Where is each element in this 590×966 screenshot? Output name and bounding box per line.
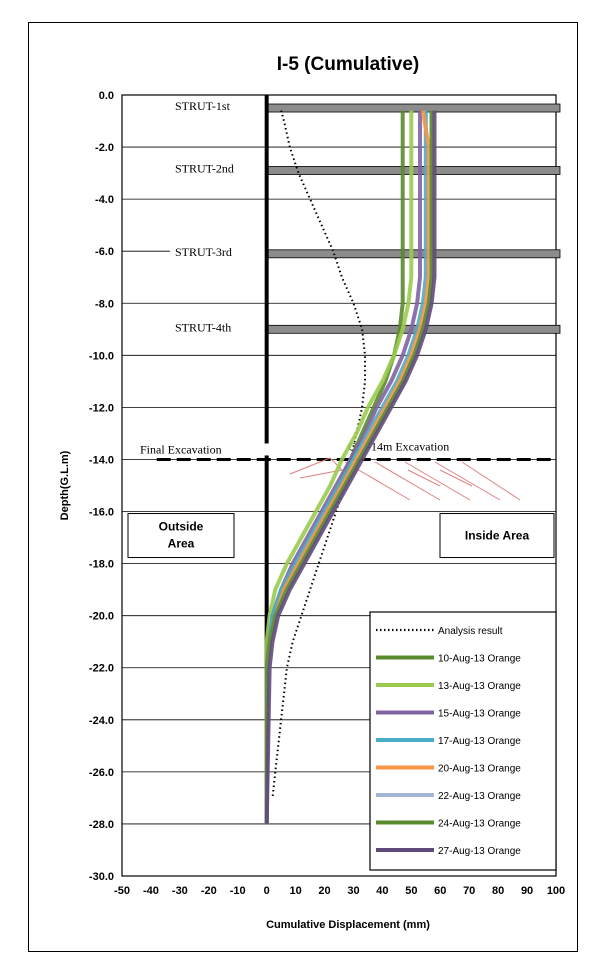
strut-label-bg — [170, 319, 267, 335]
excavation-hatch — [407, 469, 441, 487]
x-tick-label: -20 — [201, 885, 217, 897]
outside-area-label: Area — [168, 537, 195, 551]
x-tick-label: 90 — [521, 885, 533, 897]
x-tick-label: 80 — [492, 885, 504, 897]
strut-bar — [266, 249, 561, 259]
excavation-hatch — [434, 461, 501, 501]
outside-area-box — [127, 513, 235, 559]
x-tick-label: -30 — [172, 885, 188, 897]
y-tick-label: -26.0 — [89, 767, 114, 779]
y-tick-label: -28.0 — [89, 819, 114, 831]
strut-bar — [266, 166, 561, 175]
series-line-7 — [264, 110, 434, 824]
strut-label-bg — [170, 98, 267, 114]
y-tick-label: -14.0 — [89, 454, 114, 466]
legend-entry: 13-Aug-13 Orange — [438, 681, 521, 692]
y-tick-label: -4.0 — [95, 194, 114, 206]
legend-entry: 17-Aug-13 Orange — [438, 736, 521, 747]
x-tick-label: 10 — [289, 885, 301, 897]
y-tick-label: -2.0 — [95, 142, 114, 154]
x-tick-label: 0 — [264, 885, 270, 897]
outside-area-label: Outside — [159, 520, 204, 534]
y-tick-label: -6.0 — [95, 246, 114, 258]
excavation-hatch — [289, 457, 344, 479]
x-tick-label: 70 — [463, 885, 475, 897]
legend-entry: 20-Aug-13 Orange — [438, 764, 521, 775]
excavation-left-label: Final Excavation — [140, 442, 222, 456]
x-tick-label: 60 — [434, 885, 446, 897]
strut-label-bg — [170, 160, 267, 176]
x-tick-label: 20 — [318, 885, 330, 897]
legend-entry: 24-Aug-13 Orange — [438, 819, 521, 830]
y-tick-label: -30.0 — [89, 871, 114, 883]
legend-entry: 22-Aug-13 Orange — [438, 791, 521, 802]
y-tick-label: 0.0 — [99, 90, 114, 102]
strut-label: STRUT-4th — [175, 320, 231, 334]
series-line-4 — [264, 110, 428, 824]
strut-bar — [266, 103, 561, 113]
x-tick-label: 40 — [376, 885, 388, 897]
strut-label: STRUT-3rd — [175, 245, 232, 259]
y-tick-label: -22.0 — [89, 663, 114, 675]
excavation-hatch — [461, 461, 521, 501]
legend-entry: Analysis result — [438, 626, 503, 637]
y-tick-label: -16.0 — [89, 507, 114, 519]
y-tick-label: -20.0 — [89, 611, 114, 623]
y-tick-label: -10.0 — [89, 350, 114, 362]
inside-area-box — [439, 513, 555, 559]
y-tick-label: -12.0 — [89, 402, 114, 414]
y-tick-label: -24.0 — [89, 715, 114, 727]
excavation-label-bg — [138, 443, 270, 456]
x-tick-label: -10 — [230, 885, 246, 897]
strut-label: STRUT-1st — [175, 99, 231, 113]
x-tick-label: -50 — [114, 885, 130, 897]
legend-entry: 27-Aug-13 Orange — [438, 846, 521, 857]
x-tick-label: 30 — [347, 885, 359, 897]
x-tick-label: 100 — [547, 885, 565, 897]
strut-label: STRUT-2nd — [175, 161, 234, 175]
y-axis-label: Depth(G.L.m) — [59, 450, 71, 520]
x-tick-label: 50 — [405, 885, 417, 897]
strut-label-bg — [170, 243, 267, 259]
y-tick-label: -8.0 — [95, 298, 114, 310]
y-tick-label: -18.0 — [89, 559, 114, 571]
legend-entry: 10-Aug-13 Orange — [438, 654, 521, 665]
excavation-hatch — [439, 469, 473, 487]
excavation-hatch — [374, 461, 441, 501]
excavation-hatch — [404, 461, 471, 501]
series-line-8 — [264, 110, 437, 824]
inside-area-label: Inside Area — [465, 529, 530, 543]
chart-frame — [28, 22, 578, 952]
legend-entry: 15-Aug-13 Orange — [438, 709, 521, 720]
series-line-2 — [264, 110, 414, 824]
x-axis-label: Cumulative Displacement (mm) — [266, 919, 430, 931]
x-tick-label: -40 — [143, 885, 159, 897]
chart-title: I-5 (Cumulative) — [277, 54, 420, 75]
